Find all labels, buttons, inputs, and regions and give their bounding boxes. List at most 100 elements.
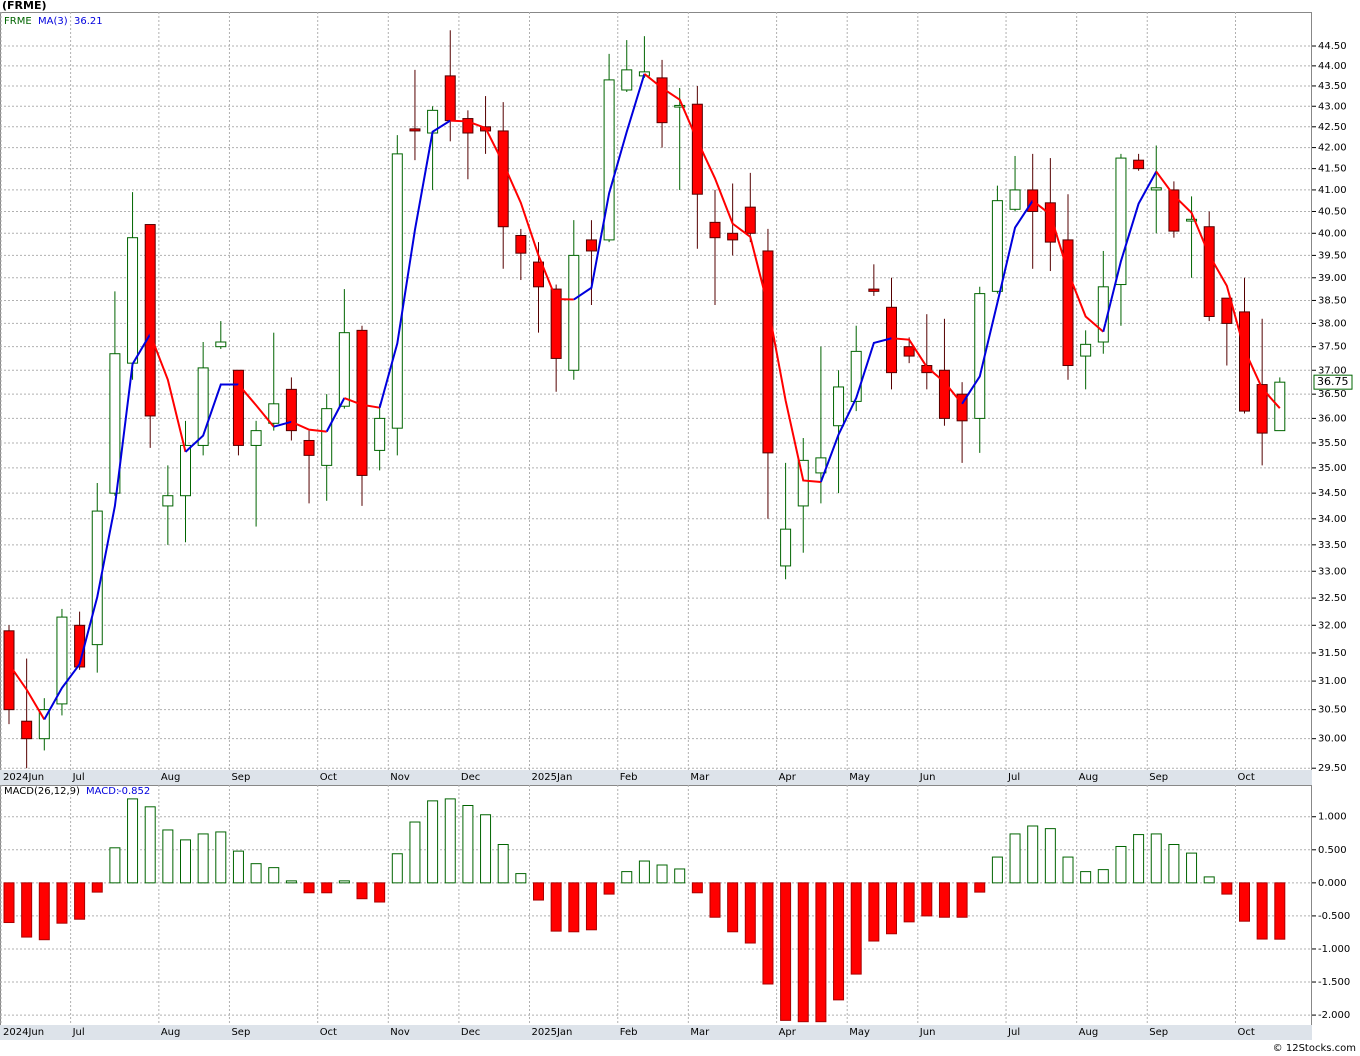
- candle-body: [797, 459, 809, 507]
- y-tick-label: 41.50: [1318, 164, 1347, 175]
- macd-bar: [1186, 852, 1198, 884]
- y-tick-label: 43.50: [1318, 81, 1347, 92]
- x-tick-label: Jul: [1007, 772, 1020, 783]
- macd-bar: [780, 882, 792, 1021]
- macd-bar: [1274, 882, 1286, 940]
- macd-bar: [285, 880, 297, 884]
- x-tick-label: Aug: [161, 1027, 181, 1038]
- y-tick-label: 29.50: [1318, 763, 1347, 774]
- y-tick-label: 42.50: [1318, 122, 1347, 133]
- ma-line: [325, 397, 346, 433]
- y-tick-label: 0.500: [1318, 845, 1347, 856]
- macd-bar: [480, 814, 492, 884]
- ma-line: [891, 337, 963, 405]
- candle-body: [1115, 157, 1127, 286]
- macd-bar: [1097, 869, 1109, 884]
- candle-body: [868, 288, 880, 292]
- ma-line: [1102, 171, 1158, 332]
- candle-body: [674, 104, 686, 108]
- macd-bar: [1221, 882, 1233, 895]
- candle-body: [903, 346, 915, 357]
- y-tick-label: 31.00: [1318, 676, 1347, 687]
- candle-body: [938, 369, 950, 419]
- candle-body: [285, 388, 297, 432]
- macd-bar: [109, 847, 121, 884]
- candle-body: [127, 237, 139, 364]
- macd-value-name: MACD:: [86, 786, 119, 797]
- macd-bar: [797, 882, 809, 1023]
- candle-body: [744, 206, 756, 234]
- macd-bar: [674, 868, 686, 884]
- y-tick-label: 37.50: [1318, 342, 1347, 353]
- y-tick-label: 30.50: [1318, 705, 1347, 716]
- x-tick-label: Aug: [1079, 772, 1099, 783]
- macd-bar: [356, 882, 368, 900]
- x-tick-label: 2024Jun: [3, 1027, 44, 1038]
- candle-body: [109, 353, 121, 494]
- macd-bar: [991, 856, 1003, 884]
- candle-body: [815, 457, 827, 474]
- ma-line: [643, 73, 821, 483]
- macd-bar: [815, 882, 827, 1023]
- macd-bar: [180, 839, 191, 884]
- x-tick-label: Feb: [620, 1027, 638, 1038]
- candle-body: [1080, 343, 1092, 357]
- y-tick-label: 35.50: [1318, 438, 1347, 449]
- macd-bar: [462, 804, 474, 884]
- macd-value: -0.852: [118, 786, 150, 797]
- macd-bar: [1256, 882, 1268, 940]
- macd-bar: [868, 882, 880, 942]
- y-tick-label: 0.000: [1318, 878, 1347, 889]
- candle-body: [197, 367, 209, 446]
- macd-bar: [3, 882, 15, 924]
- x-tick-label: Sep: [231, 772, 250, 783]
- candle-body: [144, 224, 156, 417]
- candle-body: [974, 293, 986, 419]
- candle-body: [303, 439, 315, 456]
- candle-body: [603, 79, 615, 241]
- y-tick-label: -0.500: [1318, 911, 1350, 922]
- candle-body: [709, 221, 721, 239]
- macd-bar: [338, 880, 350, 884]
- candle-body: [162, 495, 174, 507]
- macd-bar: [974, 882, 986, 893]
- y-tick-label: -2.000: [1318, 1010, 1350, 1021]
- x-tick-label: Dec: [461, 1027, 480, 1038]
- macd-bar: [1027, 825, 1039, 884]
- x-tick-label: Sep: [231, 1027, 250, 1038]
- x-tick-label: Oct: [1238, 1027, 1255, 1038]
- candle-body: [409, 128, 421, 132]
- macd-bar: [74, 882, 86, 920]
- x-tick-label: Aug: [1079, 1027, 1099, 1038]
- candle-body: [515, 234, 527, 254]
- candle-body: [762, 250, 774, 454]
- y-tick-label: 34.50: [1318, 488, 1347, 499]
- y-tick-label: 39.00: [1318, 273, 1347, 284]
- candle-body: [1203, 226, 1215, 317]
- x-tick-label: Apr: [779, 1027, 797, 1038]
- candle-body: [374, 417, 386, 451]
- candle-body: [585, 239, 597, 252]
- candle-body: [497, 130, 509, 228]
- candle-body: [1256, 384, 1268, 434]
- ma-line: [343, 397, 380, 409]
- macd-bar: [444, 798, 456, 884]
- ma-line: [378, 119, 451, 408]
- macd-bar: [91, 882, 103, 893]
- y-tick-label: 39.50: [1318, 250, 1347, 261]
- y-tick-label: 36.00: [1318, 413, 1347, 424]
- candle-body: [1009, 189, 1021, 210]
- x-tick-label: 2024Jun: [3, 772, 44, 783]
- x-tick-label: Oct: [320, 772, 337, 783]
- y-tick-label: 44.00: [1318, 61, 1347, 72]
- macd-bar: [550, 882, 562, 932]
- macd-bar: [621, 871, 633, 884]
- ma-line: [819, 337, 892, 483]
- candle-body: [56, 616, 68, 705]
- candle-body: [1150, 187, 1162, 191]
- macd-bar: [127, 798, 139, 884]
- candle-body: [462, 118, 474, 134]
- x-tick-label: Mar: [690, 772, 710, 783]
- macd-bar: [197, 833, 209, 884]
- footer: © 12Stocks.com: [1273, 1043, 1356, 1054]
